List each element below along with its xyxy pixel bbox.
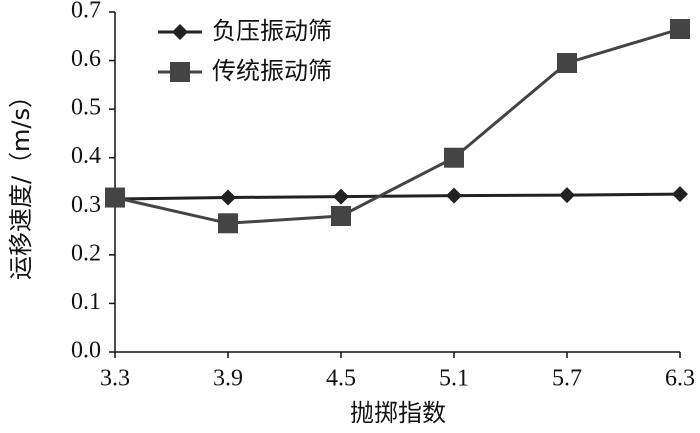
x-tick-label: 5.1 (439, 366, 469, 392)
marker (105, 187, 125, 208)
marker (444, 147, 464, 168)
y-tick-label: 0.6 (71, 46, 101, 72)
y-tick-label: 0.3 (71, 192, 101, 218)
y-tick-label: 0.2 (71, 240, 101, 266)
marker (333, 188, 349, 205)
y-axis-label: 运移速度/（m/s） (7, 84, 35, 280)
marker (557, 53, 577, 73)
marker (218, 213, 238, 234)
marker (559, 187, 575, 204)
marker (331, 206, 351, 226)
legend-label: 传统振动筛 (212, 57, 332, 85)
x-tick-label: 3.9 (213, 366, 243, 392)
y-tick-label: 0.7 (71, 0, 101, 24)
x-tick-label: 4.5 (326, 366, 356, 392)
marker (446, 187, 462, 204)
x-axis-label: 抛掷指数 (350, 399, 446, 427)
y-tick-label: 0.0 (71, 338, 101, 364)
marker (670, 19, 690, 39)
series-line (114, 27, 681, 225)
marker (220, 189, 236, 206)
series-line (114, 192, 681, 201)
y-tick-label: 0.4 (71, 143, 101, 169)
marker (672, 186, 688, 203)
legend-marker (172, 24, 188, 40)
y-tick-label: 0.1 (71, 289, 101, 315)
x-tick-label: 6.3 (665, 366, 695, 392)
x-tick-label: 3.3 (100, 366, 130, 392)
legend-label: 负压振动筛 (212, 17, 332, 45)
y-tick-label: 0.5 (71, 95, 101, 121)
x-tick-label: 5.7 (552, 366, 582, 392)
legend-marker (170, 62, 190, 82)
